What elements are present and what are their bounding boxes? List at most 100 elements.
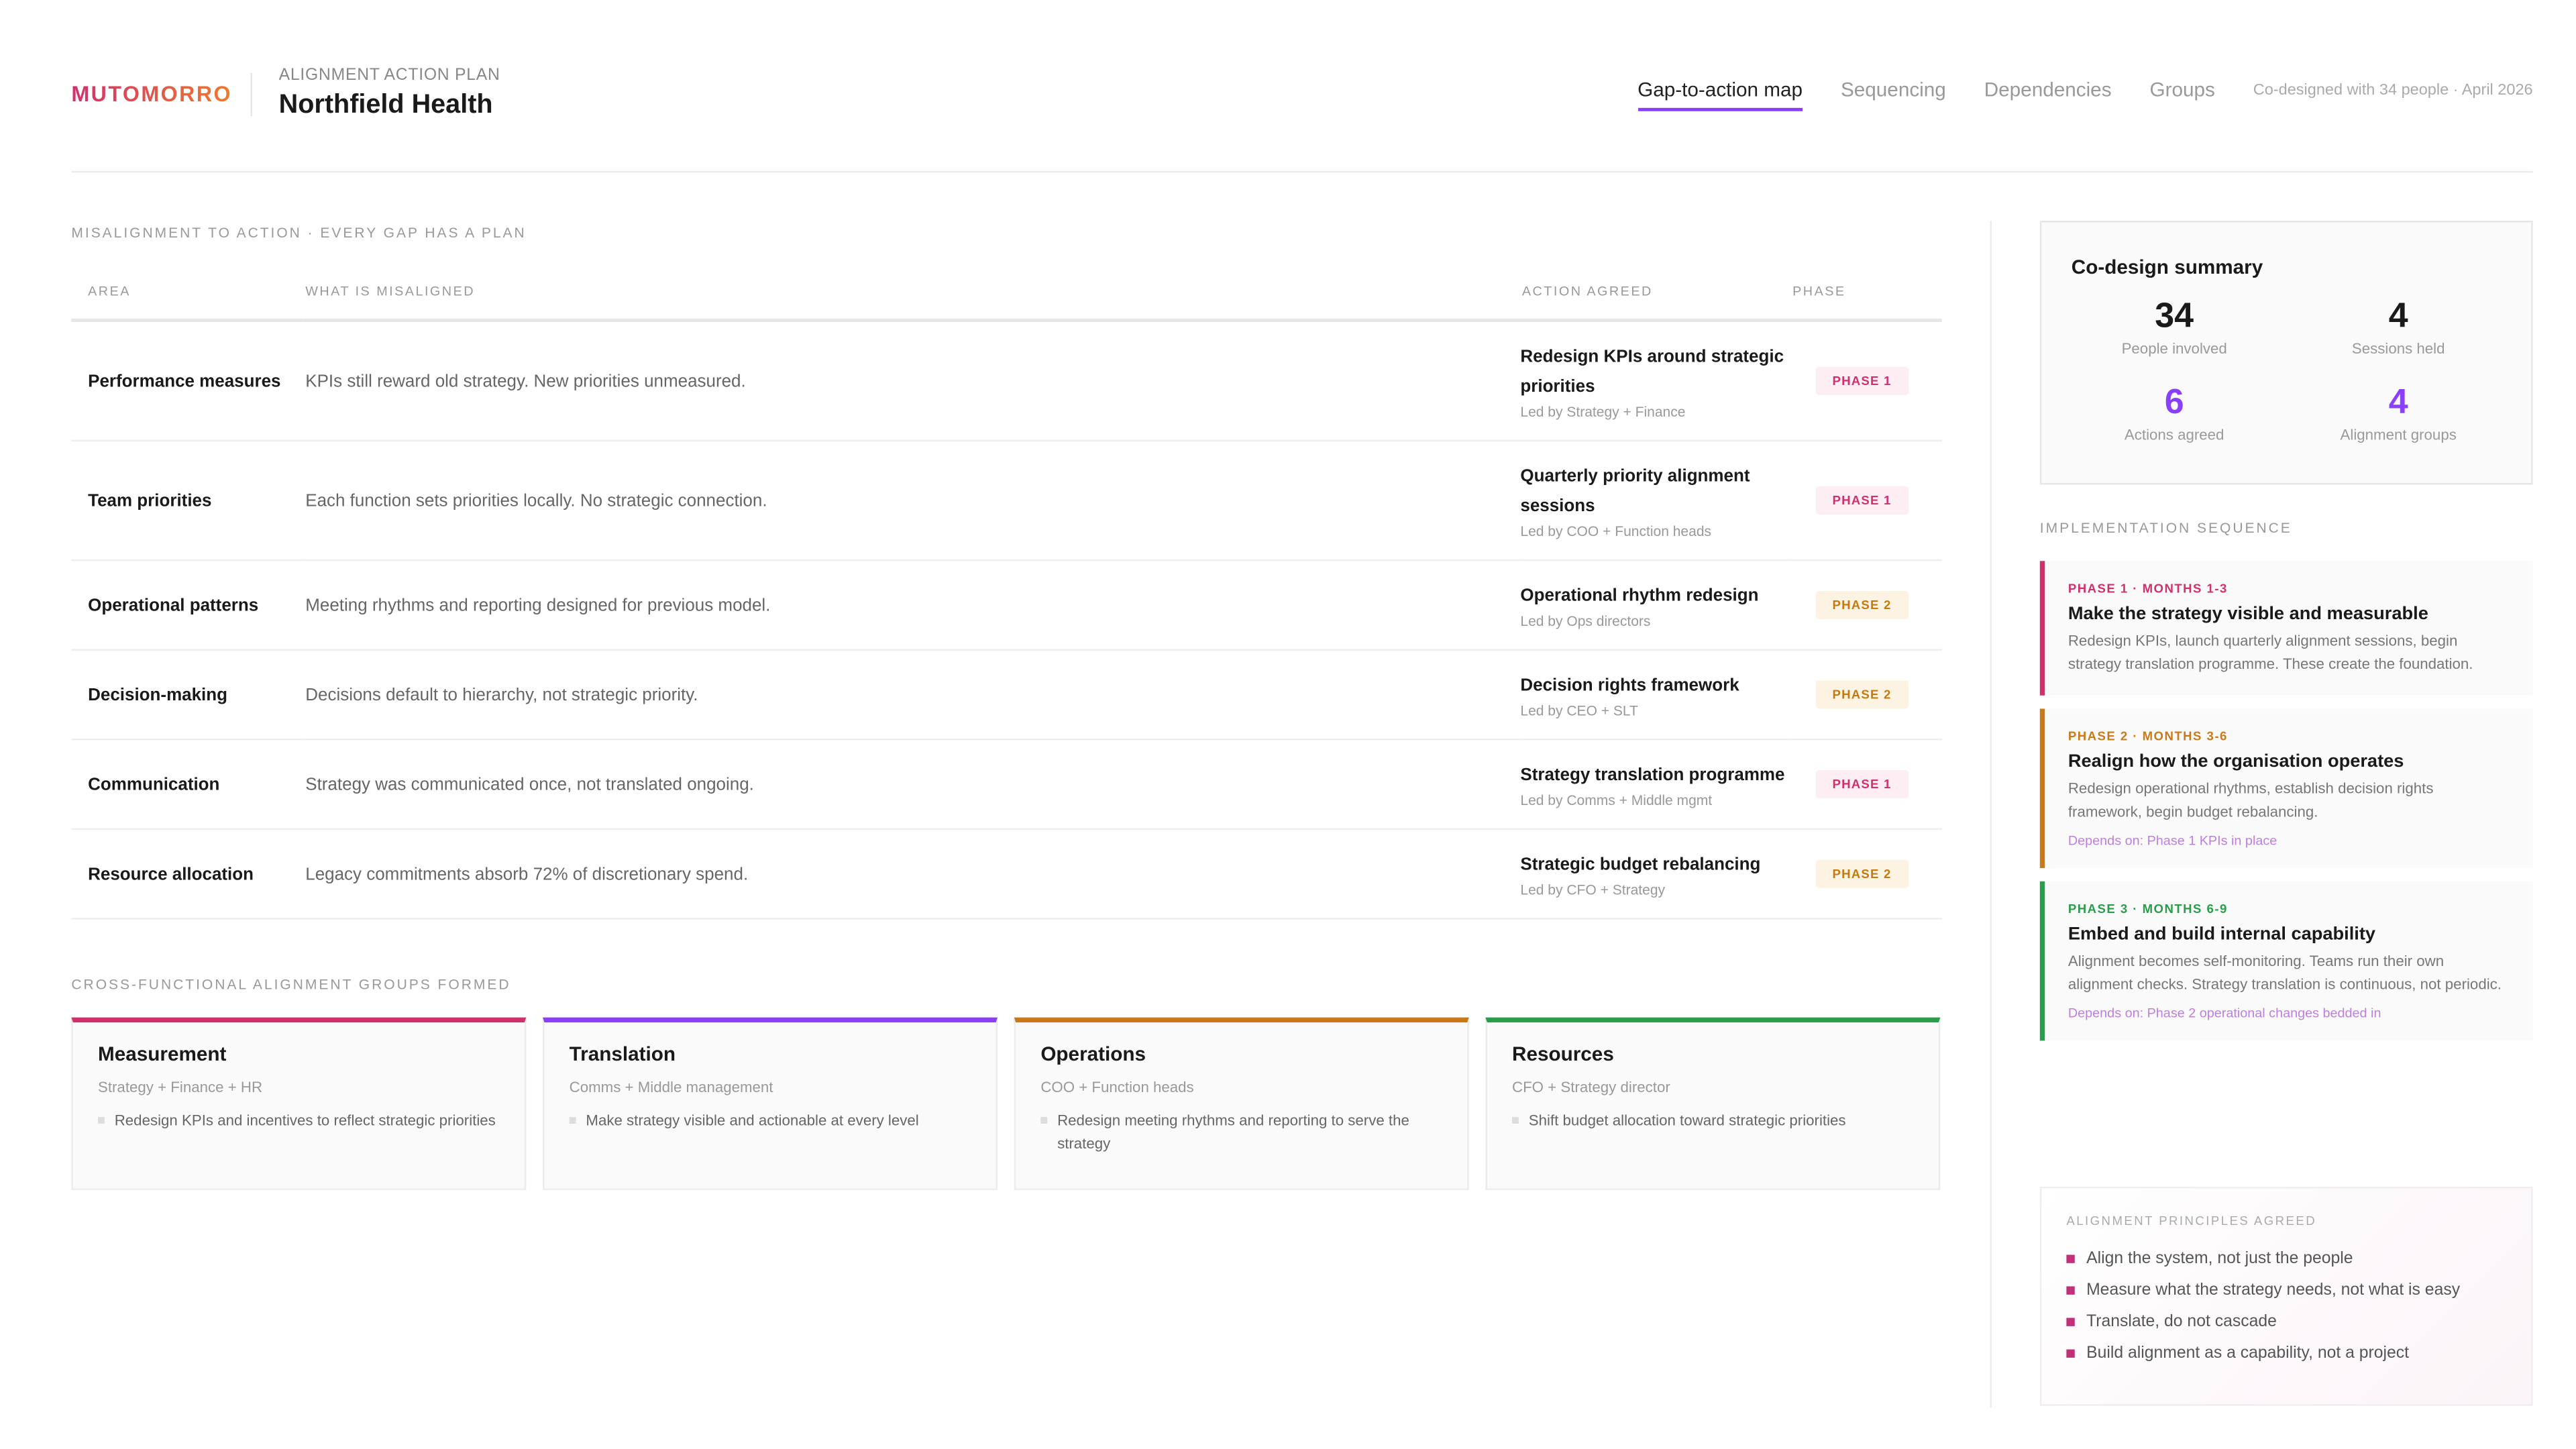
principle: Translate, do not cascade <box>2066 1313 2460 1331</box>
phase: PHASE 1 <box>1790 320 1942 442</box>
action-title: Redesign KPIs around strategic prioritie… <box>1520 347 1784 397</box>
stat-value: 4 <box>2388 383 2408 422</box>
column-header: ACTION AGREED <box>1520 262 1791 322</box>
tab[interactable]: Sequencing <box>1840 78 1946 101</box>
phase: PHASE 1 <box>1790 440 1942 561</box>
phase-dependency: Depends on: Phase 1 KPIs in place <box>2068 833 2277 849</box>
table-row: Team priorities Each function sets priori… <box>71 440 1942 561</box>
tab[interactable]: Dependencies <box>1984 78 2112 101</box>
group-members: Strategy + Finance + HR <box>97 1079 263 1095</box>
section-title: CROSS-FUNCTIONAL ALIGNMENT GROUPS FORMED <box>71 975 511 993</box>
phase-badge: PHASE 2 <box>1815 680 1909 709</box>
action: Strategy translation programme Led by Com… <box>1520 739 1791 830</box>
area: Team priorities <box>71 440 304 561</box>
stat-label: Sessions held <box>2351 340 2445 357</box>
stat: 4 Alignment groups <box>2282 384 2514 443</box>
action: Strategic budget rebalancing Led by CFO +… <box>1520 828 1791 920</box>
eyebrow: ALIGNMENT ACTION PLAN <box>278 66 500 85</box>
action-title: Operational rhythm redesign <box>1520 586 1759 606</box>
stat: 6 Actions agreed <box>2058 384 2290 443</box>
phase: PHASE 2 <box>1790 560 1942 651</box>
group-name: Operations <box>1040 1042 1146 1066</box>
group-name: Resources <box>1511 1042 1614 1066</box>
brand: MUTOMORRO <box>71 81 233 107</box>
action-title: Strategy translation programme <box>1520 765 1785 786</box>
action-title: Quarterly priority alignment sessions <box>1520 466 1750 517</box>
table-row: Resource allocation Legacy commitments ab… <box>71 828 1942 920</box>
area: Resource allocation <box>71 828 304 920</box>
phase-text: Redesign KPIs, launch quarterly alignmen… <box>2068 632 2473 673</box>
phase-badge: PHASE 2 <box>1815 590 1909 619</box>
area: Operational patterns <box>71 560 304 651</box>
action-lead: Led by COO + Function heads <box>1520 523 1712 540</box>
tab[interactable]: Groups <box>2149 78 2215 101</box>
summary-title: Co-design summary <box>2071 256 2263 279</box>
phase-label: PHASE 1 · MONTHS 1-3 <box>2068 580 2228 596</box>
summary-card: Co-design summary 34 People involved 4 Sessi… <box>2039 221 2533 485</box>
issue: Legacy commitments absorb 72% of discret… <box>303 828 1521 920</box>
group-item: Make strategy visible and actionable at … <box>569 1109 996 1132</box>
phase: PHASE 1 <box>1790 739 1942 830</box>
phase-label: PHASE 2 · MONTHS 3-6 <box>2068 729 2228 744</box>
principle: Measure what the strategy needs, not wha… <box>2066 1281 2460 1299</box>
column-header: WHAT IS MISALIGNED <box>303 262 1521 322</box>
issue: Decisions default to hierarchy, not stra… <box>303 649 1521 741</box>
table-row: Operational patterns Meeting rhythms and … <box>71 560 1942 651</box>
phase-title: Embed and build internal capability <box>2068 924 2376 945</box>
principle: Align the system, not just the people <box>2066 1250 2460 1268</box>
action: Decision rights framework Led by CEO + SL… <box>1520 649 1791 741</box>
tab-bar: Gap-to-action map Sequencing Dependencies G… <box>1638 78 2533 111</box>
phase-badge: PHASE 1 <box>1815 770 1909 799</box>
meta: Co-designed with 34 people · April 2026 <box>2253 81 2533 100</box>
phase-badge: PHASE 1 <box>1815 366 1909 395</box>
stat-value: 6 <box>2164 383 2184 422</box>
principle: Build alignment as a capability, not a p… <box>2066 1344 2460 1362</box>
stat-label: Actions agreed <box>2124 426 2224 443</box>
group-item: Shift budget allocation toward strategic… <box>1511 1109 1939 1132</box>
principles-card: ALIGNMENT PRINCIPLES AGREED Align the sys… <box>2039 1187 2533 1406</box>
stat-label: Alignment groups <box>2340 426 2457 443</box>
area: Communication <box>71 739 304 830</box>
group-name: Measurement <box>97 1042 227 1066</box>
issue: Each function sets priorities locally. N… <box>303 440 1521 561</box>
phase-dependency: Depends on: Phase 2 operational changes … <box>2068 1006 2381 1021</box>
action: Operational rhythm redesign Led by Ops di… <box>1520 560 1791 651</box>
divider <box>1990 221 1992 1408</box>
action-title: Decision rights framework <box>1520 675 1739 696</box>
action: Redesign KPIs around strategic prioritie… <box>1520 320 1791 442</box>
phase-title: Realign how the organisation operates <box>2068 751 2404 772</box>
action-lead: Led by Ops directors <box>1520 612 1651 629</box>
tab[interactable]: Gap-to-action map <box>1638 78 1803 111</box>
group-card: Resources CFO + Strategy director Shift bu… <box>1485 1017 1941 1191</box>
action-lead: Led by CEO + SLT <box>1520 702 1638 719</box>
phase: PHASE 2 <box>1790 649 1942 741</box>
group-card: Translation Comms + Middle management Make… <box>543 1017 998 1191</box>
stat-value: 4 <box>2388 297 2408 335</box>
action-lead: Led by Comms + Middle mgmt <box>1520 792 1713 808</box>
area: Performance measures <box>71 320 304 442</box>
phase-text: Redesign operational rhythms, establish … <box>2068 780 2434 820</box>
stat-label: People involved <box>2121 340 2227 357</box>
group-item: Redesign meeting rhythms and reporting t… <box>1040 1109 1467 1155</box>
table-row: Communication Strategy was communicated o… <box>71 739 1942 830</box>
stat-value: 34 <box>2155 297 2194 335</box>
phase-title: Make the strategy visible and measurable <box>2068 604 2428 625</box>
group-name: Translation <box>569 1042 676 1066</box>
divider <box>250 72 253 117</box>
group-item: Redesign KPIs and incentives to reflect … <box>97 1109 525 1132</box>
stat: 34 People involved <box>2058 297 2290 357</box>
group-members: Comms + Middle management <box>569 1079 773 1095</box>
principles-title: ALIGNMENT PRINCIPLES AGREED <box>2066 1213 2317 1228</box>
phase-label: PHASE 3 · MONTHS 6-9 <box>2068 901 2228 916</box>
phase-text: Alignment becomes self-monitoring. Teams… <box>2068 953 2502 993</box>
section-title: MISALIGNMENT TO ACTION · EVERY GAP HAS A… <box>71 224 527 241</box>
table-row: Performance measures KPIs still reward ol… <box>71 320 1942 442</box>
gap-table: AREA WHAT IS MISALIGNED ACTION AGREED PHASE… <box>71 262 1942 920</box>
phase-card: PHASE 3 · MONTHS 6-9 Embed and build inte… <box>2039 881 2533 1041</box>
phase-badge: PHASE 2 <box>1815 859 1909 888</box>
group-members: CFO + Strategy director <box>1511 1079 1670 1095</box>
action-lead: Led by CFO + Strategy <box>1520 881 1666 898</box>
stat: 4 Sessions held <box>2282 297 2514 357</box>
phase: PHASE 2 <box>1790 828 1942 920</box>
